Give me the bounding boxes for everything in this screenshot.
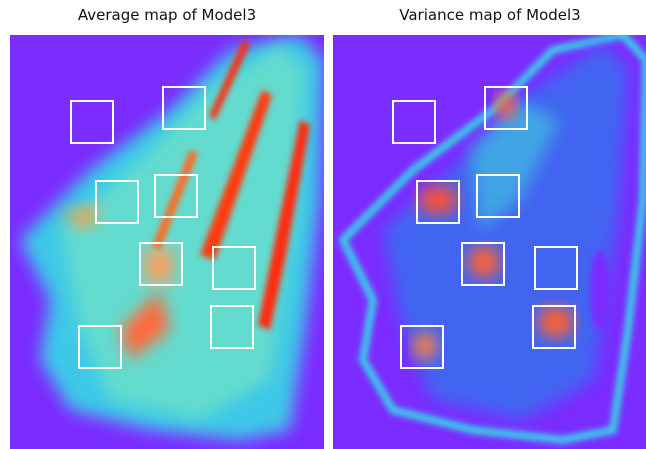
panels	[0, 0, 646, 449]
figure: Average map of Model3 Variance map of Mo…	[0, 0, 646, 449]
variance-map	[333, 35, 646, 449]
average-map	[10, 35, 324, 449]
